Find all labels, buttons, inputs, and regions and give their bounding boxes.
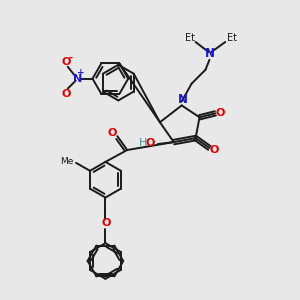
Text: -: - (69, 53, 73, 63)
Text: O: O (108, 128, 117, 138)
Text: O: O (61, 88, 70, 98)
Text: O: O (102, 218, 111, 228)
Text: O: O (216, 108, 225, 118)
Text: Et: Et (184, 33, 195, 43)
Text: H: H (139, 138, 147, 148)
Text: O: O (145, 138, 155, 148)
Text: +: + (77, 68, 85, 77)
Text: N: N (178, 93, 188, 106)
Text: Et: Et (227, 33, 237, 43)
Text: Me: Me (60, 158, 73, 166)
Text: N: N (204, 47, 214, 60)
Text: O: O (210, 145, 219, 155)
Text: O: O (61, 57, 70, 67)
Text: N: N (73, 74, 82, 84)
